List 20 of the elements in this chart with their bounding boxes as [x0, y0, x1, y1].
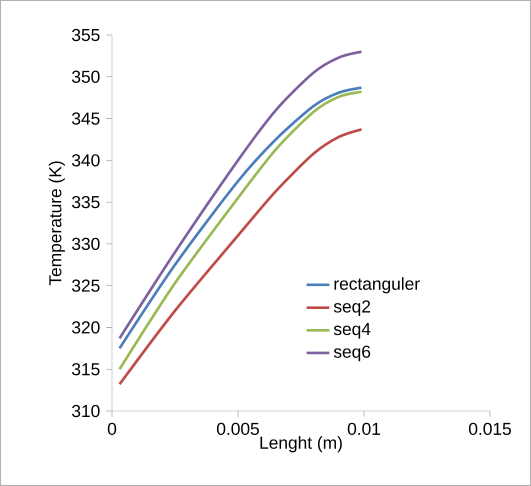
x-tick-label: 0.005	[216, 422, 259, 436]
y-tick-label: 340	[72, 154, 100, 166]
y-axis-title: Temperature (K)	[48, 161, 65, 286]
legend-label: seq6	[334, 346, 370, 362]
legend-label: seq4	[334, 323, 370, 339]
legend-label: seq2	[334, 300, 370, 316]
y-tick-label: 335	[72, 196, 100, 208]
y-tick-label: 350	[72, 70, 100, 83]
y-tick-label: 310	[72, 404, 100, 418]
x-axis-title: Lenght (m)	[260, 436, 342, 452]
x-tick-label: 0.01	[348, 422, 380, 436]
y-tick-label: 315	[72, 363, 100, 376]
y-tick-label: 345	[72, 112, 100, 125]
x-tick-label: 0	[108, 422, 116, 436]
x-tick-label: 0.015	[468, 422, 511, 436]
y-tick-label: 330	[72, 238, 100, 250]
legend-label: rectanguler	[334, 277, 420, 294]
y-tick-label: 320	[72, 321, 100, 334]
y-tick-label: 325	[72, 280, 100, 292]
y-tick-label: 355	[72, 28, 100, 42]
